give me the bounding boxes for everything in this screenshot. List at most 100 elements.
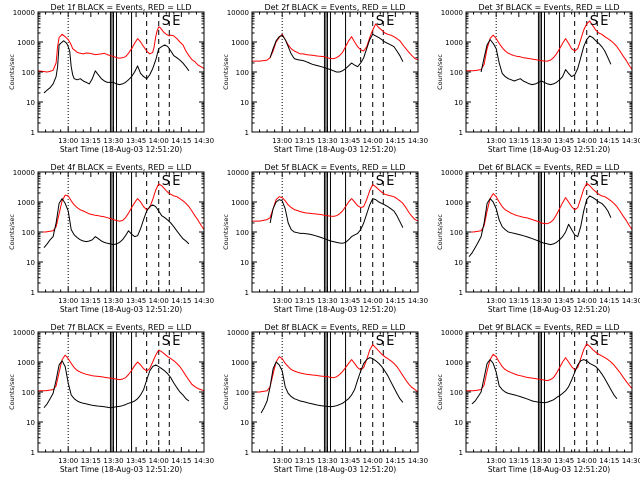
y-tick-label: 10 bbox=[454, 259, 463, 267]
y-axis-label: Counts/sec bbox=[222, 54, 230, 90]
y-tick-label: 10000 bbox=[13, 9, 35, 17]
x-tick-label: 13:45 bbox=[340, 297, 360, 305]
series-events bbox=[260, 357, 404, 414]
y-tick-label: 1000 bbox=[445, 199, 463, 207]
x-tick-label: 14:00 bbox=[363, 457, 383, 465]
series-lld bbox=[252, 23, 419, 62]
series-lld bbox=[38, 183, 205, 233]
series-events bbox=[480, 35, 612, 86]
y-tick-label: 1000 bbox=[231, 359, 249, 367]
marker-label-s: S bbox=[376, 174, 384, 189]
x-tick-label: 13:00 bbox=[272, 457, 292, 465]
x-tick-label: 14:15 bbox=[171, 137, 191, 145]
y-tick-label: 10000 bbox=[441, 169, 463, 177]
y-tick-label: 10 bbox=[240, 99, 249, 107]
y-tick-label: 10 bbox=[26, 99, 35, 107]
panel-det-3: Det 3f BLACK = Events, RED = LLD 1 10 100 10… bbox=[436, 3, 640, 154]
x-tick-label: 13:15 bbox=[81, 457, 101, 465]
marker-label-e: E bbox=[386, 14, 394, 29]
series-lld bbox=[466, 343, 633, 392]
x-tick-label: 13:00 bbox=[58, 137, 78, 145]
x-tick-label: 14:30 bbox=[622, 137, 640, 145]
x-tick-label: 14:00 bbox=[577, 457, 597, 465]
y-tick-label: 10000 bbox=[13, 169, 35, 177]
x-tick-label: 13:30 bbox=[531, 457, 551, 465]
x-tick-label: 13:15 bbox=[509, 457, 529, 465]
y-tick-label: 1 bbox=[459, 449, 463, 457]
x-tick-label: 14:15 bbox=[599, 457, 619, 465]
series-events bbox=[43, 360, 190, 409]
x-axis-label: Start Time (18-Aug-03 12:51:20) bbox=[60, 465, 182, 474]
x-tick-label: 14:15 bbox=[599, 297, 619, 305]
y-tick-label: 10 bbox=[26, 419, 35, 427]
x-tick-label: 13:30 bbox=[103, 137, 123, 145]
x-tick-label: 13:15 bbox=[295, 137, 315, 145]
series-lld bbox=[466, 20, 633, 72]
x-tick-label: 13:45 bbox=[126, 297, 146, 305]
y-axis-label: Counts/sec bbox=[8, 214, 16, 250]
y-tick-label: 10000 bbox=[441, 9, 463, 17]
x-tick-label: 14:00 bbox=[577, 137, 597, 145]
x-tick-label: 13:30 bbox=[103, 457, 123, 465]
x-tick-label: 14:30 bbox=[622, 457, 640, 465]
x-tick-label: 14:15 bbox=[171, 457, 191, 465]
panel-det-7: Det 7f BLACK = Events, RED = LLD 1 10 100 10… bbox=[8, 323, 214, 474]
plot-frame bbox=[251, 11, 419, 133]
marker-label-s: S bbox=[162, 14, 170, 29]
x-axis-label: Start Time (18-Aug-03 12:51:20) bbox=[274, 465, 396, 474]
panel-det-1: Det 1f BLACK = Events, RED = LLD 1 10 100 10… bbox=[8, 3, 214, 154]
series-events bbox=[43, 40, 190, 94]
y-tick-label: 1000 bbox=[445, 39, 463, 47]
panel-det-8: Det 8f BLACK = Events, RED = LLD 1 10 100 10… bbox=[222, 323, 428, 474]
x-tick-label: 13:00 bbox=[272, 297, 292, 305]
y-tick-label: 10000 bbox=[227, 329, 249, 337]
x-tick-label: 13:15 bbox=[509, 137, 529, 145]
x-tick-label: 13:15 bbox=[81, 137, 101, 145]
y-axis-label: Counts/sec bbox=[222, 214, 230, 250]
y-tick-label: 100 bbox=[450, 69, 463, 77]
x-tick-label: 13:45 bbox=[554, 137, 574, 145]
y-tick-label: 100 bbox=[22, 229, 35, 237]
marker-label-s: S bbox=[376, 334, 384, 349]
y-tick-label: 10 bbox=[454, 419, 463, 427]
series-lld bbox=[252, 184, 419, 222]
x-axis-label: Start Time (18-Aug-03 12:51:20) bbox=[274, 305, 396, 314]
series-events bbox=[269, 33, 404, 73]
y-tick-label: 1 bbox=[31, 129, 35, 137]
x-tick-label: 13:30 bbox=[531, 137, 551, 145]
x-tick-label: 14:00 bbox=[577, 297, 597, 305]
y-tick-label: 1 bbox=[459, 129, 463, 137]
panel-title: Det 8f BLACK = Events, RED = LLD bbox=[264, 323, 405, 332]
y-tick-label: 100 bbox=[236, 389, 249, 397]
y-axis-label: Counts/sec bbox=[8, 374, 16, 410]
y-tick-label: 1 bbox=[245, 449, 249, 457]
marker-label-e: E bbox=[600, 174, 608, 189]
y-tick-label: 1 bbox=[31, 449, 35, 457]
plot-frame bbox=[37, 171, 205, 293]
x-tick-label: 13:45 bbox=[340, 137, 360, 145]
marker-label-s: S bbox=[376, 14, 384, 29]
y-tick-label: 10 bbox=[454, 99, 463, 107]
x-tick-label: 14:15 bbox=[171, 297, 191, 305]
marker-label-s: S bbox=[162, 174, 170, 189]
y-tick-label: 1000 bbox=[445, 359, 463, 367]
y-axis-label: Counts/sec bbox=[436, 214, 444, 250]
x-tick-label: 14:30 bbox=[194, 137, 214, 145]
y-axis-label: Counts/sec bbox=[222, 374, 230, 410]
y-tick-label: 1000 bbox=[231, 39, 249, 47]
panel-det-4: Det 4f BLACK = Events, RED = LLD 1 10 100 10… bbox=[8, 163, 214, 314]
x-tick-label: 13:00 bbox=[272, 137, 292, 145]
y-tick-label: 100 bbox=[450, 229, 463, 237]
x-tick-label: 13:00 bbox=[486, 297, 506, 305]
x-tick-label: 13:45 bbox=[554, 297, 574, 305]
panel-det-2: Det 2f BLACK = Events, RED = LLD 1 10 100 10… bbox=[222, 3, 428, 154]
series-lld bbox=[37, 26, 205, 73]
y-tick-label: 10 bbox=[26, 259, 35, 267]
marker-label-e: E bbox=[600, 334, 608, 349]
y-tick-label: 1000 bbox=[17, 199, 35, 207]
series-lld bbox=[252, 344, 419, 393]
x-tick-label: 13:15 bbox=[295, 457, 315, 465]
x-tick-label: 13:00 bbox=[58, 457, 78, 465]
y-tick-label: 10000 bbox=[227, 169, 249, 177]
series-events bbox=[468, 195, 612, 258]
